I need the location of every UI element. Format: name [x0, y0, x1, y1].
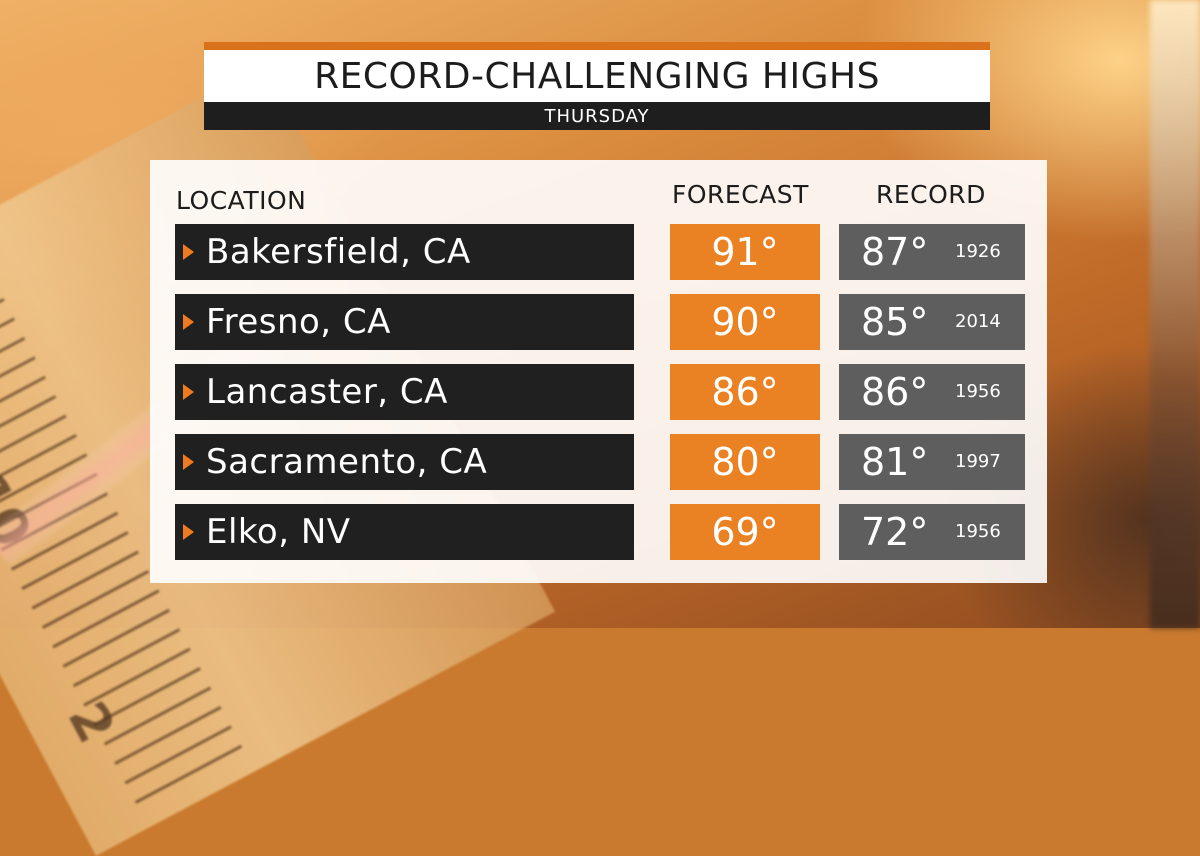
column-header-record: RECORD	[876, 180, 986, 209]
forecast-cell: 80°	[670, 434, 820, 490]
forecast-cell: 90°	[670, 294, 820, 350]
column-header-forecast: FORECAST	[672, 180, 809, 209]
record-year: 1926	[955, 241, 1001, 262]
location-cell: Fresno, CA	[175, 294, 634, 350]
play-arrow-icon	[183, 314, 194, 330]
graphic-title: RECORD-CHALLENGING HIGHS	[204, 50, 990, 102]
title-accent-line	[204, 42, 990, 50]
location-name: Bakersfield, CA	[206, 232, 471, 272]
location-cell: Lancaster, CA	[175, 364, 634, 420]
play-arrow-icon	[183, 524, 194, 540]
record-year: 1956	[955, 521, 1001, 542]
location-cell: Bakersfield, CA	[175, 224, 634, 280]
location-name: Lancaster, CA	[206, 372, 448, 412]
background-edge	[1150, 0, 1200, 628]
play-arrow-icon	[183, 454, 194, 470]
table-row: Fresno, CA 90° 85° 2014	[0, 294, 1200, 350]
forecast-cell: 91°	[670, 224, 820, 280]
record-temp: 81°	[861, 440, 929, 484]
record-cell: 72° 1956	[839, 504, 1025, 560]
table-row: Elko, NV 69° 72° 1956	[0, 504, 1200, 560]
table-row: Bakersfield, CA 91° 87° 1926	[0, 224, 1200, 280]
location-name: Sacramento, CA	[206, 442, 488, 482]
record-year: 2014	[955, 311, 1001, 332]
table-row: Lancaster, CA 86° 86° 1956	[0, 364, 1200, 420]
record-temp: 87°	[861, 230, 929, 274]
record-year: 1956	[955, 381, 1001, 402]
record-cell: 87° 1926	[839, 224, 1025, 280]
column-header-location: LOCATION	[176, 186, 307, 215]
graphic-subtitle: THURSDAY	[204, 102, 990, 130]
record-year: 1997	[955, 451, 1001, 472]
record-cell: 86° 1956	[839, 364, 1025, 420]
table-row: Sacramento, CA 80° 81° 1997	[0, 434, 1200, 490]
location-cell: Sacramento, CA	[175, 434, 634, 490]
play-arrow-icon	[183, 244, 194, 260]
record-temp: 86°	[861, 370, 929, 414]
play-arrow-icon	[183, 384, 194, 400]
record-cell: 85° 2014	[839, 294, 1025, 350]
location-name: Elko, NV	[206, 512, 351, 552]
record-temp: 72°	[861, 510, 929, 554]
forecast-cell: 69°	[670, 504, 820, 560]
location-cell: Elko, NV	[175, 504, 634, 560]
forecast-cell: 86°	[670, 364, 820, 420]
record-cell: 81° 1997	[839, 434, 1025, 490]
record-temp: 85°	[861, 300, 929, 344]
location-name: Fresno, CA	[206, 302, 391, 342]
